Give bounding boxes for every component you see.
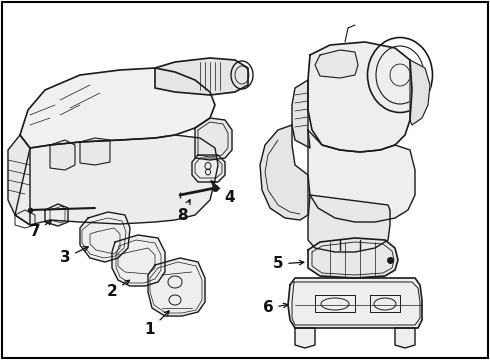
Polygon shape — [308, 130, 415, 222]
Polygon shape — [50, 140, 75, 170]
Polygon shape — [260, 125, 308, 220]
Polygon shape — [410, 60, 430, 125]
Polygon shape — [315, 50, 358, 78]
Text: 2: 2 — [107, 280, 129, 300]
Polygon shape — [148, 258, 205, 316]
Polygon shape — [308, 42, 412, 152]
Polygon shape — [80, 212, 130, 262]
Text: 5: 5 — [273, 256, 304, 271]
Polygon shape — [395, 328, 415, 348]
Polygon shape — [8, 135, 30, 225]
Text: 4: 4 — [211, 181, 235, 206]
Polygon shape — [192, 155, 225, 182]
Polygon shape — [195, 118, 232, 160]
Polygon shape — [112, 235, 165, 286]
Polygon shape — [80, 138, 110, 165]
Text: 1: 1 — [145, 311, 169, 338]
Polygon shape — [155, 58, 248, 95]
Polygon shape — [288, 278, 422, 328]
Polygon shape — [292, 80, 310, 148]
Polygon shape — [308, 238, 398, 278]
Text: 7: 7 — [30, 220, 51, 239]
Polygon shape — [295, 328, 315, 348]
Polygon shape — [45, 204, 68, 226]
Text: 8: 8 — [177, 200, 190, 222]
Polygon shape — [15, 135, 218, 225]
Text: 3: 3 — [60, 247, 88, 266]
Text: 6: 6 — [263, 301, 288, 315]
Polygon shape — [308, 195, 390, 252]
Polygon shape — [20, 68, 215, 148]
